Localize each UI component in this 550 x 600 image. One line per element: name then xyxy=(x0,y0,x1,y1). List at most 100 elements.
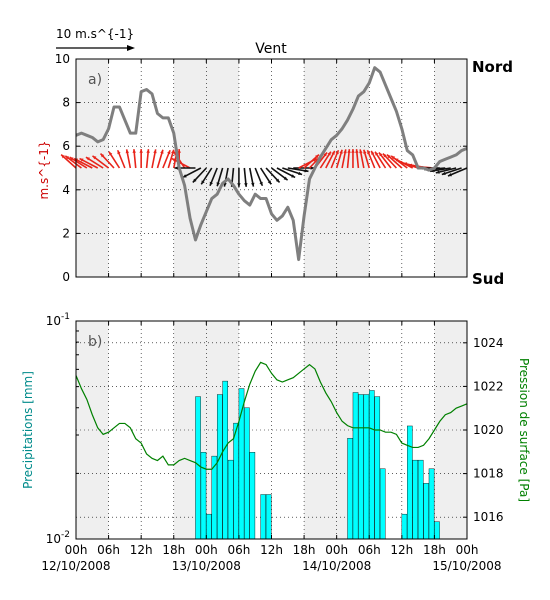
precip-bar xyxy=(249,452,256,540)
date-label: 13/10/2008 xyxy=(172,559,241,573)
precip-bar xyxy=(352,392,359,540)
x-tick-label: 00h xyxy=(456,543,479,557)
scale-arrow xyxy=(56,45,135,51)
wind-arrow-head xyxy=(244,183,248,187)
y2-tick-label: 1024 xyxy=(473,336,504,350)
precip-bar xyxy=(417,459,424,540)
wind-arrow-head xyxy=(61,154,65,159)
y-tick-label: 10 xyxy=(55,52,70,66)
precip-bar xyxy=(363,394,370,540)
chart-a: 0 2 4 6 8 10 a) xyxy=(55,52,468,284)
date-label: 12/10/2008 xyxy=(41,559,110,573)
precip-bar xyxy=(347,437,353,540)
wind-arrow-head xyxy=(92,155,97,160)
wind-arrow-head xyxy=(125,149,130,154)
precip-bar xyxy=(412,459,419,540)
night-shade xyxy=(434,321,467,539)
precip-bar xyxy=(423,483,429,540)
x-tick-label: 18h xyxy=(293,543,316,557)
y-tick-label: 2 xyxy=(62,226,70,240)
x-tick-label: 06h xyxy=(358,543,381,557)
wind-arrow-head xyxy=(375,151,379,156)
precip-bar xyxy=(358,394,364,540)
wind-arrow-head xyxy=(408,163,413,168)
wind-arrow-head xyxy=(100,153,105,158)
wind-arrow-head xyxy=(310,166,315,170)
wind-arrow-head xyxy=(171,158,176,162)
wind-arrow-head xyxy=(315,154,319,159)
x-tick-label: 18h xyxy=(162,543,185,557)
wind-arrow-head xyxy=(216,182,220,187)
wind-arrow-head xyxy=(335,150,339,155)
wind-arrow-head xyxy=(391,155,396,160)
wind-arrow-head xyxy=(259,181,263,186)
precip-bar xyxy=(200,452,207,540)
y2-tick-label: 1016 xyxy=(473,510,504,524)
wind-arrow-head xyxy=(331,150,335,155)
chart-a-ylabel: m.s^{-1} xyxy=(37,140,51,199)
x-tick-label: 06h xyxy=(97,543,120,557)
date-label: 14/10/2008 xyxy=(302,559,371,573)
wind-arrow-head xyxy=(146,149,150,153)
precip-bar xyxy=(195,396,201,540)
wind-arrow-head xyxy=(298,171,303,175)
precip-bar xyxy=(233,422,239,540)
y-tick-label: 4 xyxy=(62,183,70,197)
wind-arrow-head xyxy=(371,150,375,155)
wind-arrow-head xyxy=(363,149,367,154)
precip-bar xyxy=(369,390,375,540)
x-tick-label: 00h xyxy=(325,543,348,557)
wind-arrow-head xyxy=(65,155,70,160)
y-tick-label: 10-1 xyxy=(46,312,70,328)
wind-arrow-head xyxy=(160,149,164,154)
wind-arrow-head xyxy=(378,152,383,157)
scale-arrow-label: 10 m.s^{-1} xyxy=(56,27,134,41)
x-tick-label: 00h xyxy=(195,543,218,557)
precip-bar xyxy=(222,380,228,540)
wind-arrow-head xyxy=(291,174,296,178)
wind-arrow-head xyxy=(85,157,90,161)
wind-arrow-head xyxy=(355,149,359,153)
y-tick-label: 0 xyxy=(62,270,70,284)
chart-b-ylabel-right: Pression de surface [Pa] xyxy=(517,358,531,502)
wind-arrow-head xyxy=(304,168,309,173)
x-tick-label: 18h xyxy=(423,543,446,557)
y2-tick-label: 1020 xyxy=(473,423,504,437)
y2-tick-label: 1018 xyxy=(473,467,504,481)
north-label: Nord xyxy=(472,58,513,76)
wind-arrow-head xyxy=(403,162,408,166)
x-tick-label: 12h xyxy=(260,543,283,557)
wind-arrow-head xyxy=(237,183,241,187)
wind-arrow-head xyxy=(347,149,351,153)
precip-bar xyxy=(244,407,250,540)
wind-arrow-head xyxy=(69,157,74,161)
y-tick-label: 8 xyxy=(62,96,70,110)
wind-arrow-head xyxy=(139,149,143,153)
wind-arrow-head xyxy=(367,150,371,155)
wind-arrow-head xyxy=(327,151,331,156)
chart-a-title: Vent xyxy=(255,41,287,57)
wind-arrow-head xyxy=(132,149,136,153)
wind-arrow-head xyxy=(192,178,197,183)
y2-tick-label: 1022 xyxy=(473,379,504,393)
wind-arrow-head xyxy=(441,171,446,175)
precip-bar xyxy=(265,494,272,540)
wind-arrow-head xyxy=(394,158,399,162)
y-tick-label: 6 xyxy=(62,139,70,153)
wind-arrow-head xyxy=(398,161,403,165)
pressure-line xyxy=(75,361,468,470)
wind-arrow-head xyxy=(359,149,363,154)
wind-arrow-head xyxy=(275,178,280,183)
wind-arrow-head xyxy=(283,176,288,181)
wind-arrow-head xyxy=(117,150,121,155)
precip-bar xyxy=(428,468,435,540)
wind-arrow-head xyxy=(447,172,452,177)
south-label: Sud xyxy=(472,270,504,288)
precip-bar xyxy=(374,396,381,540)
wind-arrow-head xyxy=(153,149,157,154)
wind-arrow-head xyxy=(201,180,205,185)
precip-bar xyxy=(379,468,386,540)
precip-bar xyxy=(260,494,266,540)
